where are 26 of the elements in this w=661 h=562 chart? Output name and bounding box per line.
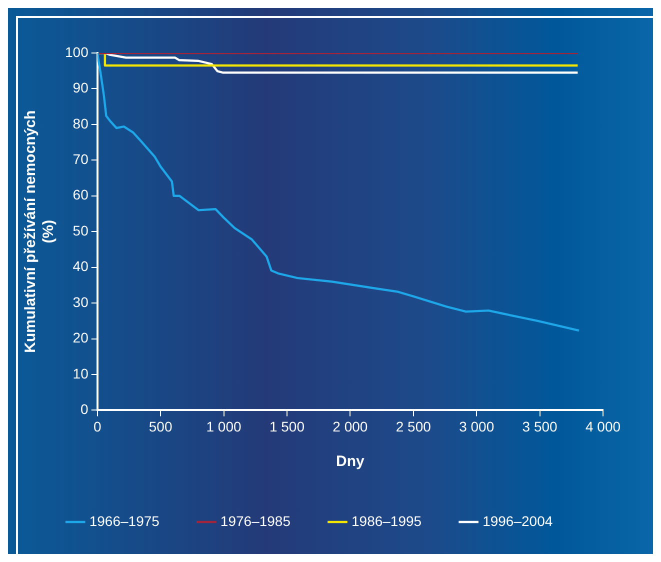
legend-label: 1996–2004 (482, 512, 553, 529)
y-tick-label: 100 (65, 44, 89, 60)
y-tick-label: 50 (72, 222, 89, 238)
x-tick-label: 0 (93, 418, 102, 434)
x-axis-title: Dny (336, 453, 365, 470)
y-tick-label: 60 (72, 186, 89, 203)
y-tick-label: 70 (72, 151, 89, 168)
y-tick-label: 40 (72, 258, 89, 274)
x-tick-label: 500 (148, 418, 172, 434)
x-tick-label: 2 000 (332, 418, 368, 434)
x-tick-label: 1 500 (269, 418, 305, 434)
x-tick-label: 4 000 (585, 418, 621, 434)
y-tick-label: 90 (72, 80, 89, 96)
legend-label: 1976–1985 (220, 512, 291, 529)
x-tick-label: 3 000 (459, 418, 494, 434)
x-tick-label: 1 000 (206, 418, 242, 434)
y-axis-title: Kumulativní přežívání nemocných (%) (22, 110, 58, 353)
y-tick-label: 10 (72, 365, 89, 382)
y-tick-label: 0 (80, 401, 89, 418)
x-tick-label: 2 500 (396, 418, 432, 434)
x-tick-label: 3 500 (522, 418, 558, 434)
legend-label: 1986–1995 (352, 512, 422, 529)
y-tick-label: 80 (72, 115, 89, 132)
legend-label: 1966–1975 (89, 512, 160, 529)
y-tick-label: 20 (72, 330, 89, 346)
y-tick-label: 30 (72, 294, 89, 310)
